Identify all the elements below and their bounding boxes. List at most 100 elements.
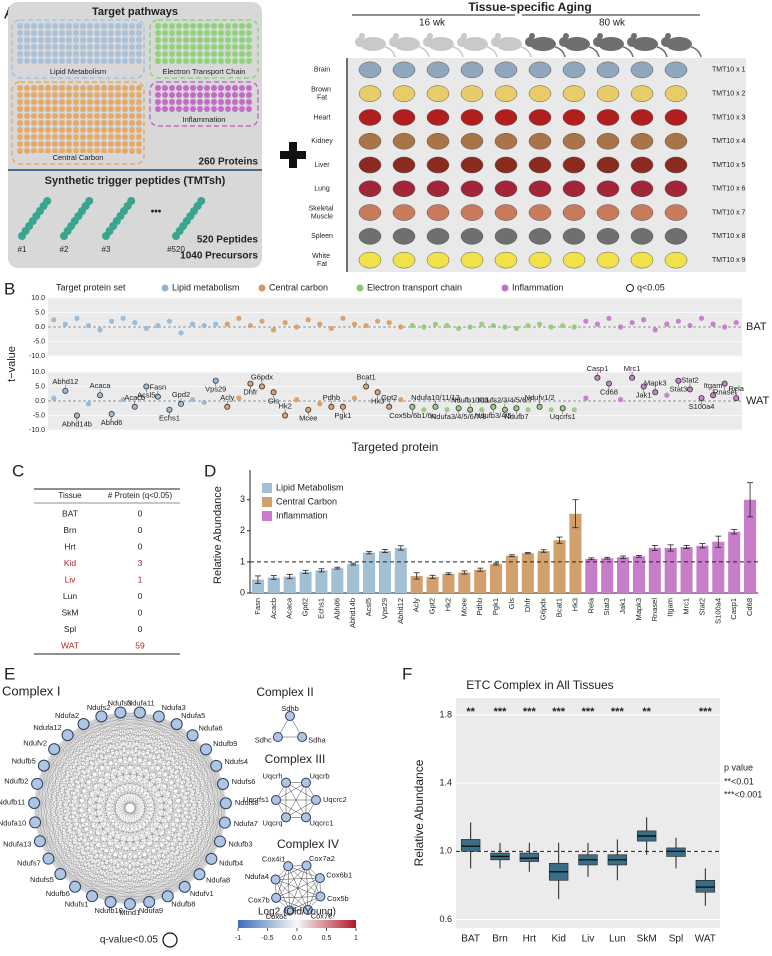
tissue-icon	[630, 156, 654, 174]
edge	[48, 858, 168, 897]
edge	[101, 716, 177, 725]
edge	[48, 858, 185, 887]
protein-dot	[232, 44, 238, 50]
protein-dot	[122, 148, 128, 154]
tissue-icon	[460, 85, 484, 102]
table-cell: 3	[138, 558, 143, 568]
protein-dot	[108, 141, 114, 147]
edge	[54, 749, 61, 875]
tissue-icon	[358, 109, 382, 126]
node	[31, 777, 44, 790]
data-point	[571, 324, 577, 330]
protein-dot	[87, 127, 93, 133]
protein-dot	[176, 37, 182, 43]
node-label: Ndufa13	[3, 839, 31, 848]
edge	[35, 822, 200, 875]
x-tick-label: Acaca	[285, 597, 294, 619]
edge	[91, 803, 226, 897]
edge	[54, 735, 193, 750]
data-point	[224, 403, 231, 410]
protein-dot	[211, 30, 217, 36]
protein-dot	[225, 37, 231, 43]
node-label: Ndufs8	[235, 798, 259, 807]
x-tick-label: Rela	[586, 597, 595, 613]
x-tick-label: Hk2	[443, 598, 452, 611]
protein-dot	[59, 134, 65, 140]
protein-dot	[59, 44, 65, 50]
protein-dot	[45, 120, 51, 126]
protein-dot	[218, 44, 224, 50]
edge	[54, 749, 223, 785]
data-point	[641, 317, 647, 323]
bar	[410, 575, 423, 593]
protein-dot	[204, 58, 210, 64]
edge	[75, 886, 130, 905]
edge	[67, 735, 185, 887]
protein-dot	[108, 148, 114, 154]
edge	[37, 716, 159, 784]
edge	[35, 803, 226, 823]
edge	[39, 803, 226, 842]
protein-dot	[66, 99, 72, 105]
tissue-icon	[596, 180, 620, 198]
mouse	[393, 33, 399, 39]
edge	[60, 873, 111, 903]
protein-dot	[169, 58, 175, 64]
edge	[205, 749, 212, 859]
tissue-icon	[426, 228, 450, 245]
point-label: Stat3	[670, 385, 688, 394]
protein-dot	[197, 58, 203, 64]
data-point	[467, 406, 474, 413]
node-label: Ndufs4	[224, 757, 248, 766]
edge	[37, 783, 130, 905]
data-point	[664, 392, 670, 398]
protein-dot	[136, 92, 142, 98]
edge	[39, 712, 140, 842]
protein-dot	[80, 23, 86, 29]
edge	[275, 799, 307, 818]
tissue-icon	[630, 85, 654, 102]
protein-dot	[17, 127, 23, 133]
node-label: Ndufa7	[234, 819, 258, 828]
protein-dot	[45, 85, 51, 91]
edge	[43, 735, 193, 766]
protein-dot	[176, 106, 182, 112]
edge	[129, 716, 159, 905]
protein-dot	[122, 99, 128, 105]
x-tick-label: Vps29	[380, 598, 389, 619]
protein-dot	[17, 58, 23, 64]
edge	[184, 784, 224, 887]
edge	[91, 765, 217, 897]
edge	[216, 765, 225, 823]
protein-dot	[108, 85, 114, 91]
protein-dot	[80, 85, 86, 91]
edge	[176, 724, 221, 842]
protein-dot	[59, 127, 65, 133]
edge	[34, 802, 220, 842]
protein-dot	[115, 30, 121, 36]
edge	[184, 749, 207, 887]
bar	[680, 547, 693, 593]
edge	[37, 783, 76, 887]
protein-dot	[101, 30, 107, 36]
protein-dot	[115, 113, 121, 119]
tissue-icon	[528, 156, 552, 174]
tissue-icon	[460, 180, 484, 198]
protein-dot	[31, 141, 37, 147]
edge	[54, 749, 217, 766]
mouse	[491, 37, 501, 47]
protein-dot	[45, 44, 51, 50]
protein-dot	[122, 120, 128, 126]
edge	[48, 716, 102, 859]
data-point	[421, 324, 427, 330]
data-point	[374, 389, 381, 396]
edge	[67, 735, 221, 842]
protein-dot	[197, 30, 203, 36]
edge	[75, 886, 150, 903]
protein-dot	[204, 23, 210, 29]
edge	[37, 783, 225, 823]
tissue-icon	[358, 180, 382, 198]
pathway-box	[149, 19, 259, 79]
row-label: WAT	[746, 395, 769, 407]
node-label: Ndufa4	[245, 872, 269, 881]
